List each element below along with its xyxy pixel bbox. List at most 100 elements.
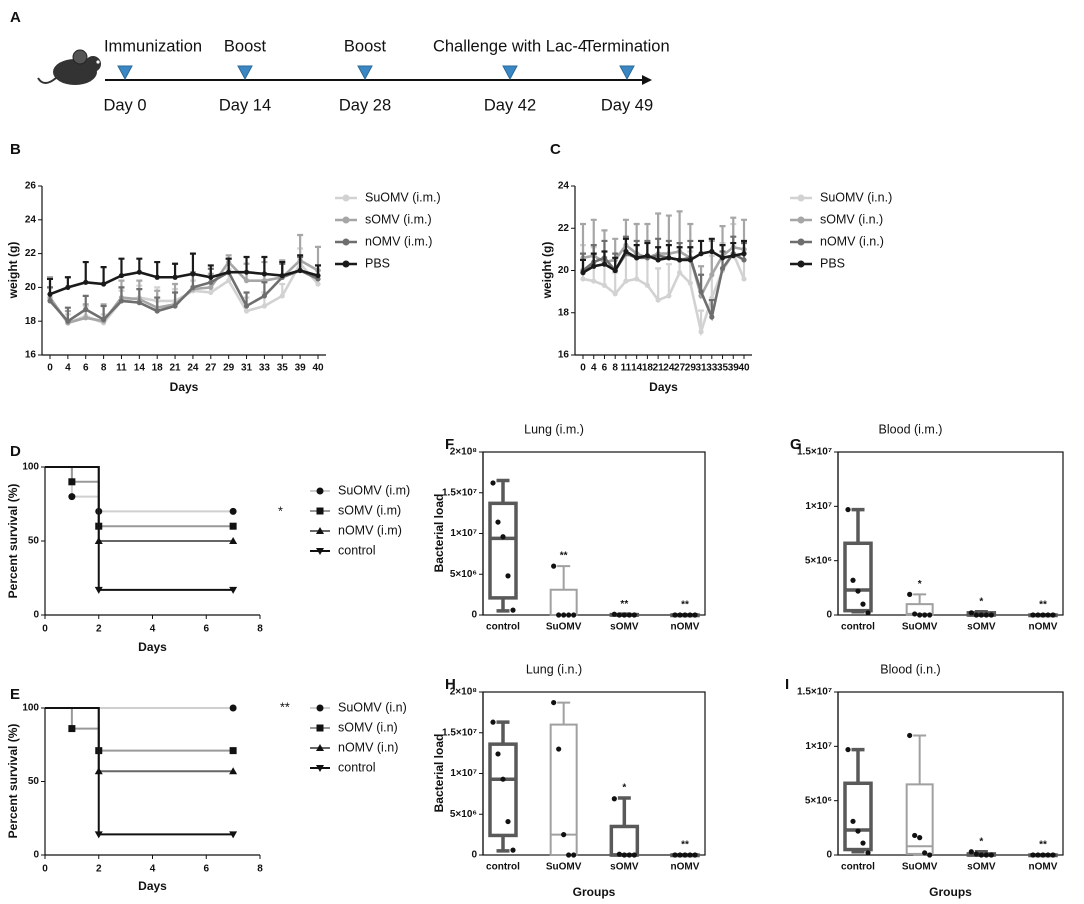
- point: [611, 796, 617, 802]
- y-tick-label: 24: [25, 214, 37, 225]
- y-tick-label: 0: [826, 850, 832, 861]
- y-tick-label: 24: [558, 181, 570, 192]
- x-tick-label: control: [486, 862, 520, 873]
- y-tick-label: 100: [22, 462, 39, 473]
- point: [621, 612, 627, 618]
- event-day: Day 0: [103, 96, 146, 114]
- point: [83, 306, 89, 312]
- marker: [316, 765, 324, 772]
- panel-letter: H: [445, 676, 456, 693]
- x-tick-label: 14: [134, 363, 146, 374]
- point: [672, 612, 678, 618]
- point: [571, 612, 577, 618]
- y-tick-label: 16: [558, 350, 570, 361]
- point: [500, 534, 506, 540]
- point: [1050, 612, 1056, 618]
- point: [580, 276, 586, 282]
- point: [621, 852, 627, 858]
- whisker: [851, 747, 865, 854]
- point: [172, 274, 178, 280]
- annotation: **: [1039, 600, 1047, 611]
- point: [1030, 852, 1036, 858]
- point: [855, 588, 861, 594]
- y-tick-label: 1×10⁷: [450, 768, 477, 779]
- x-tick-label: SuOMV: [902, 862, 938, 873]
- point: [561, 612, 567, 618]
- event-label: Boost: [224, 37, 267, 55]
- point: [907, 591, 913, 597]
- point: [65, 318, 71, 324]
- legend-label: control: [338, 760, 376, 774]
- x-tick-label: 31: [241, 363, 253, 374]
- point: [612, 291, 618, 297]
- legend-label: SuOMV (i.m): [338, 483, 410, 497]
- point: [190, 284, 196, 290]
- x-tick-label: 6: [203, 624, 209, 635]
- point: [677, 270, 683, 276]
- point: [243, 278, 250, 284]
- point: [243, 269, 250, 275]
- point: [907, 732, 913, 739]
- point: [860, 840, 866, 846]
- point: [490, 719, 496, 725]
- y-tick-label: 5×10⁶: [805, 795, 832, 806]
- panel-letter: D: [10, 443, 21, 460]
- box: [488, 742, 518, 838]
- point: [601, 261, 608, 267]
- x-tick-label: 4: [65, 363, 71, 374]
- point: [551, 563, 557, 569]
- point: [118, 298, 125, 304]
- box: [843, 541, 873, 613]
- timeline-marker: [237, 65, 253, 81]
- error-bar: [261, 255, 268, 274]
- panel-letter: C: [550, 141, 561, 158]
- event-label: Challenge with Lac-4: [433, 37, 587, 55]
- point: [556, 612, 562, 618]
- y-tick-label: 1×10⁷: [805, 501, 832, 512]
- event-day: Day 28: [339, 96, 391, 114]
- point: [988, 852, 994, 858]
- point: [850, 577, 856, 583]
- point: [616, 612, 622, 618]
- point: [1030, 612, 1036, 618]
- marker: [316, 724, 324, 732]
- point: [279, 293, 285, 299]
- point: [634, 255, 640, 261]
- panel-title: Blood (i.m.): [879, 422, 943, 436]
- point: [556, 746, 562, 752]
- series-line: [582, 243, 745, 300]
- point: [741, 251, 747, 257]
- legend-label: control: [338, 543, 376, 557]
- error-bar: [82, 260, 89, 283]
- x-tick-label: 2: [96, 624, 102, 635]
- x-tick-label: 4: [150, 864, 156, 875]
- series-line: [582, 249, 745, 274]
- x-tick-label: nOMV: [1029, 862, 1058, 873]
- x-tick-label: 0: [42, 864, 48, 875]
- point: [709, 272, 715, 278]
- point: [865, 610, 871, 616]
- point: [682, 852, 688, 858]
- x-tick-label: nOMV: [1029, 622, 1058, 633]
- box: [609, 824, 640, 857]
- point: [243, 308, 250, 314]
- point: [1040, 612, 1046, 618]
- point: [709, 314, 715, 320]
- x-tick-label: 39: [728, 363, 740, 374]
- x-tick-label: 6: [203, 864, 209, 875]
- point: [510, 847, 516, 853]
- panel-title: Lung (i.n.): [526, 662, 582, 676]
- x-axis-label: Groups: [573, 885, 616, 899]
- point: [719, 255, 726, 261]
- whisker: [851, 507, 865, 614]
- x-axis-label: Days: [138, 879, 167, 893]
- point: [631, 612, 637, 618]
- annotation: **: [280, 700, 290, 714]
- marker: [229, 507, 237, 515]
- point: [495, 519, 501, 525]
- point: [912, 611, 918, 617]
- error-bar: [100, 266, 107, 285]
- point: [490, 480, 496, 486]
- point: [626, 852, 632, 858]
- error-bar: [655, 267, 662, 301]
